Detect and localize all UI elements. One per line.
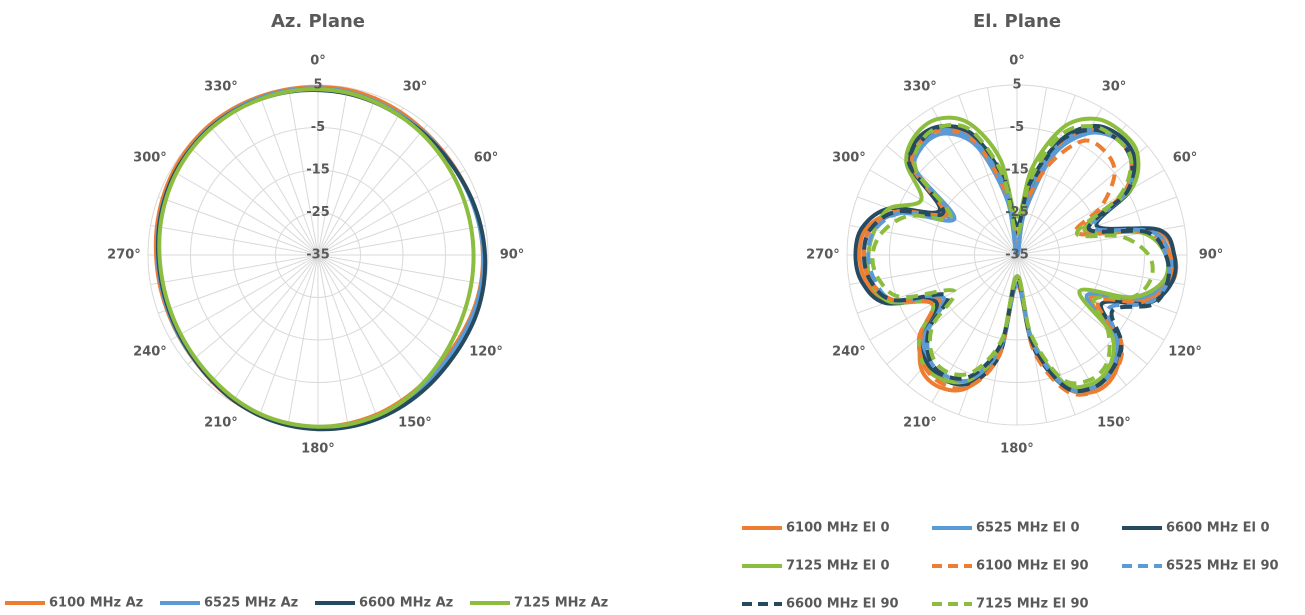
grid-spoke (1016, 254, 1127, 386)
angle-tick-label: 0° (310, 54, 326, 69)
angle-tick-label: 300° (832, 151, 866, 166)
grid-spoke (287, 254, 319, 423)
y-tick-label: 5 (313, 78, 322, 93)
grid-spoke (187, 145, 319, 256)
grid-spoke (317, 254, 466, 341)
grid-spoke (287, 87, 319, 256)
grid-spoke (857, 196, 1018, 256)
angle-tick-label: 90° (1199, 248, 1224, 263)
series-line (870, 122, 1155, 386)
angle-tick-label: 180° (301, 442, 335, 457)
legend-label: 6525 MHz El 90 (1166, 559, 1279, 574)
grid-spoke (208, 254, 319, 386)
angle-tick-label: 210° (204, 416, 238, 431)
angle-tick-label: 120° (469, 345, 503, 360)
legend-label: 6100 MHz Az (49, 596, 143, 611)
legend-label: 6100 MHz El 90 (976, 559, 1089, 574)
chart-title: Az. Plane (271, 11, 365, 32)
y-tick-label: -15 (306, 163, 330, 178)
angle-tick-label: 330° (903, 79, 937, 94)
grid-spoke (317, 254, 428, 386)
y-tick-label: -35 (306, 248, 330, 263)
grid-spoke (1016, 95, 1076, 256)
grid-spoke (317, 254, 377, 415)
grid-spoke (158, 196, 319, 256)
angle-tick-label: 240° (832, 345, 866, 360)
angle-tick-label: 60° (1173, 151, 1198, 166)
y-tick-label: -35 (1005, 248, 1029, 263)
grid-spoke (317, 145, 449, 256)
grid-spoke (208, 124, 319, 256)
y-tick-label: -5 (1010, 120, 1024, 135)
legend-label: 6600 MHz El 0 (1166, 521, 1270, 536)
angle-tick-label: 270° (107, 248, 141, 263)
angle-tick-label: 90° (500, 248, 525, 263)
y-tick-label: -5 (311, 120, 325, 135)
grid-spoke (259, 254, 319, 415)
angle-tick-label: 240° (133, 345, 167, 360)
grid-spoke (1016, 254, 1148, 365)
grid-spoke (1016, 124, 1127, 256)
y-tick-label: -25 (306, 205, 330, 220)
series-line (865, 115, 1171, 390)
angle-tick-label: 210° (903, 416, 937, 431)
legend-label: 7125 MHz El 0 (786, 559, 890, 574)
legend-label: 6525 MHz Az (204, 596, 298, 611)
grid-spoke (317, 254, 449, 365)
series-line (157, 87, 476, 429)
grid-spoke (849, 224, 1018, 256)
grid-spoke (317, 95, 377, 256)
angle-tick-label: 270° (806, 248, 840, 263)
grid-spoke (1016, 254, 1185, 286)
grid-spoke (170, 169, 319, 256)
angle-tick-label: 150° (398, 416, 432, 431)
angle-tick-label: 30° (403, 79, 428, 94)
angle-tick-label: 180° (1000, 442, 1034, 457)
grid-spoke (259, 95, 319, 256)
grid-spoke (1016, 145, 1148, 256)
grid-spoke (317, 124, 428, 256)
grid-spoke (317, 254, 486, 286)
grid-spoke (317, 224, 486, 256)
grid-spoke (170, 254, 319, 341)
y-tick-label: -15 (1005, 163, 1029, 178)
legend-label: 6600 MHz Az (359, 596, 453, 611)
grid-spoke (232, 254, 319, 403)
grid-spoke (150, 224, 319, 256)
legend-label: 7125 MHz Az (514, 596, 608, 611)
y-tick-label: -25 (1005, 205, 1029, 220)
grid-spoke (317, 87, 349, 256)
grid-spoke (317, 254, 478, 314)
legend-label: 6525 MHz El 0 (976, 521, 1080, 536)
legend-label: 7125 MHz El 90 (976, 597, 1089, 612)
grid-spoke (150, 254, 319, 286)
grid-spoke (232, 107, 319, 256)
y-tick-label: 5 (1012, 78, 1021, 93)
angle-tick-label: 0° (1009, 54, 1025, 69)
grid-spoke (317, 196, 478, 256)
series-line (862, 123, 1171, 394)
grid-spoke (907, 124, 1018, 256)
grid-spoke (158, 254, 319, 314)
grid-spoke (317, 254, 349, 423)
angle-tick-label: 150° (1097, 416, 1131, 431)
legend-label: 6100 MHz El 0 (786, 521, 890, 536)
angle-tick-label: 30° (1102, 79, 1127, 94)
chart-title: El. Plane (973, 11, 1061, 32)
angle-tick-label: 300° (133, 151, 167, 166)
grid-spoke (1016, 169, 1165, 256)
grid-spoke (1016, 254, 1103, 403)
grid-spoke (317, 254, 404, 403)
grid-spoke (886, 254, 1018, 365)
grid-spoke (317, 169, 466, 256)
grid-spoke (187, 254, 319, 365)
angle-tick-label: 120° (1168, 345, 1202, 360)
grid-spoke (317, 107, 404, 256)
angle-tick-label: 60° (474, 151, 499, 166)
legend-label: 6600 MHz El 90 (786, 597, 899, 612)
angle-tick-label: 330° (204, 79, 238, 94)
